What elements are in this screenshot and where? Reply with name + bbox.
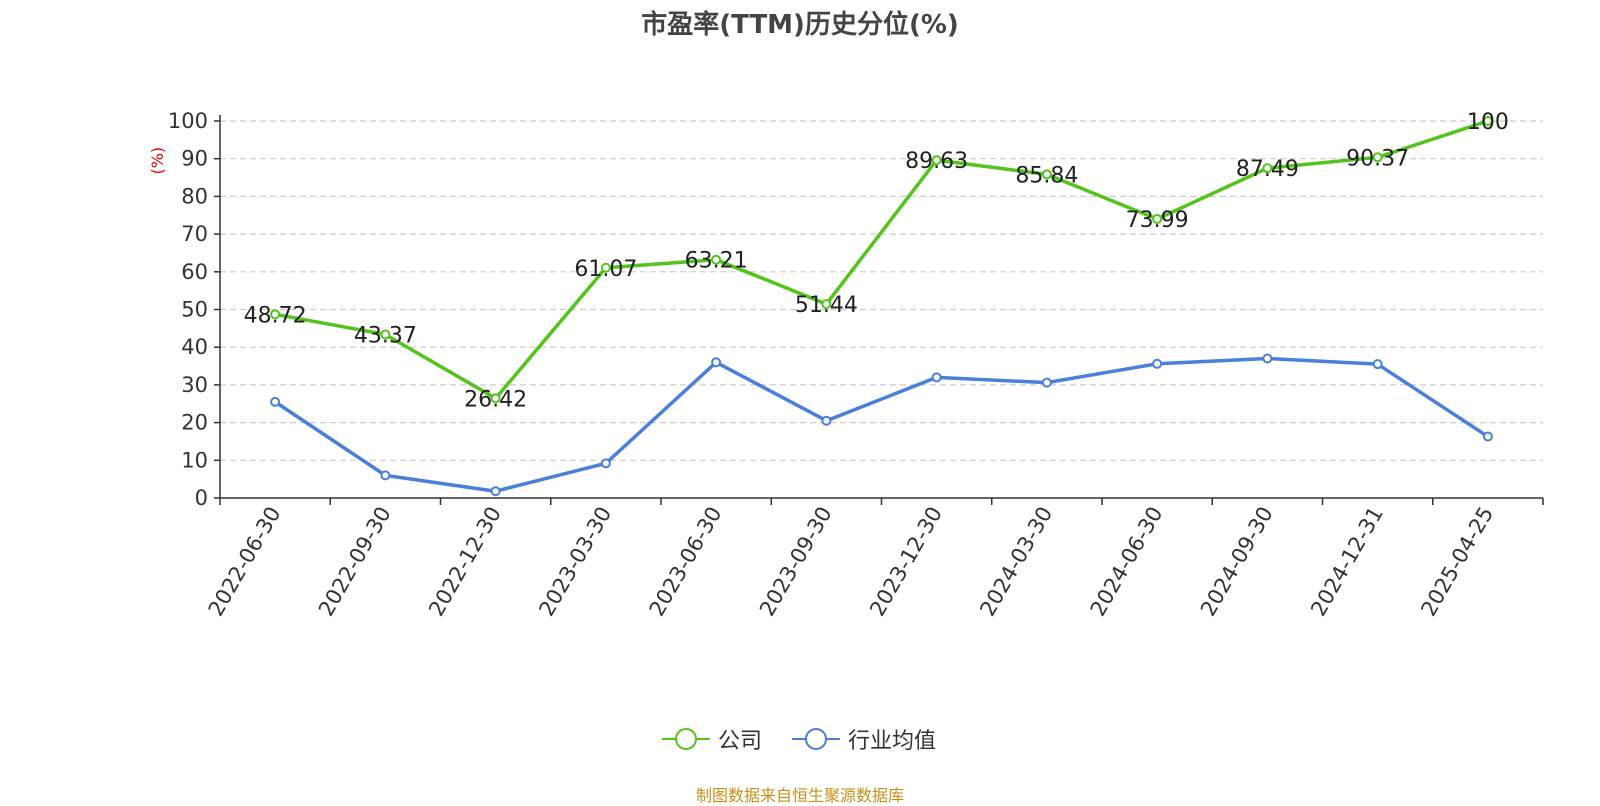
series-company-point	[1262, 163, 1273, 174]
x-tick-label: 2025-04-25	[1416, 503, 1498, 621]
series-layer	[270, 116, 1493, 497]
series-company-point	[600, 262, 611, 273]
x-tick-label: 2023-06-30	[645, 503, 727, 621]
y-tick-label: 20	[181, 411, 208, 435]
x-tick-label: 2023-12-30	[865, 503, 947, 621]
y-tick-label: 40	[181, 335, 208, 359]
series-industry-average-point	[931, 372, 942, 383]
series-industry-average-point	[1262, 353, 1273, 364]
x-tick-label: 2022-12-30	[424, 503, 506, 621]
series-company-point	[931, 155, 942, 166]
y-tick-label: 80	[181, 184, 208, 208]
series-industry-average-point	[711, 357, 722, 368]
y-tick-label: 10	[181, 448, 208, 472]
legend-item-company[interactable]: 公司	[662, 722, 762, 756]
series-industry-average-point	[1041, 377, 1052, 388]
series-company-line	[274, 119, 1489, 401]
series-industry-average-point	[270, 396, 281, 407]
series-company-point	[1152, 214, 1163, 225]
data-label: 48.72	[244, 303, 307, 328]
data-label: 26.42	[464, 387, 527, 412]
data-label: 87.49	[1236, 157, 1299, 182]
series-industry-average-point	[490, 486, 501, 497]
chart-title: 市盈率(TTM)历史分位(%)	[641, 10, 959, 40]
data-labels: 48.72 43.37 26.42 61.07 63.21 51.44 89.63 85.84…	[244, 110, 1509, 412]
legend-item-industry-average[interactable]: 行业均值	[792, 722, 936, 756]
y-tick-label: 50	[181, 298, 208, 322]
x-tick-label: 2024-03-30	[975, 503, 1057, 621]
series-company-point	[1482, 116, 1493, 126]
series-company-point	[1041, 169, 1052, 180]
grid-lines	[220, 120, 1543, 461]
y-tick-label: 60	[181, 260, 208, 284]
legend-label-company: 公司	[718, 729, 763, 754]
data-label: 43.37	[354, 323, 417, 348]
x-tick-label: 2022-09-30	[314, 503, 396, 621]
series-company-point	[1372, 152, 1383, 163]
y-tick-label: 100	[168, 109, 208, 133]
x-tick-label: 2024-12-31	[1306, 503, 1388, 621]
series-industry-average-point	[600, 458, 611, 469]
x-tick-label: 2024-09-30	[1196, 503, 1278, 621]
legend: 公司 行业均值	[0, 722, 1600, 756]
series-industry-average-line	[274, 356, 1489, 493]
series-industry-average-point	[821, 415, 832, 426]
legend-marker-industry-average	[792, 728, 840, 750]
series-company-point	[380, 329, 391, 340]
data-source-note: 制图数据来自恒生聚源数据库	[695, 786, 904, 805]
data-label: 89.63	[905, 149, 968, 174]
data-label: 100	[1467, 110, 1509, 135]
series-company-point	[490, 393, 501, 404]
y-tick-label: 90	[181, 147, 208, 171]
series-industry-average-point	[1482, 431, 1493, 442]
x-tick-label: 2023-09-30	[755, 503, 837, 621]
y-tick-label: 70	[181, 222, 208, 246]
data-label: 63.21	[685, 249, 748, 274]
y-tick-label: 30	[181, 373, 208, 397]
x-tick-label: 2022-06-30	[204, 503, 286, 621]
data-label: 51.44	[795, 293, 858, 318]
data-label: 61.07	[574, 257, 637, 282]
legend-marker-company	[662, 728, 710, 750]
series-company-point	[270, 309, 281, 320]
x-tick-label: 2023-03-30	[534, 503, 616, 621]
y-tick-label: 0	[195, 486, 208, 510]
series-industry-average-point	[1152, 358, 1163, 369]
x-tick-label: 2024-06-30	[1086, 503, 1168, 621]
data-label: 85.84	[1015, 163, 1078, 188]
series-industry-average-point	[1372, 359, 1383, 370]
series-industry-average-point	[380, 470, 391, 481]
data-label: 90.37	[1346, 146, 1409, 171]
y-axis-label: (%)	[148, 147, 167, 175]
legend-label-industry-average: 行业均值	[848, 729, 937, 754]
series-company-point	[821, 299, 832, 310]
series-company-point	[711, 254, 722, 265]
data-label: 73.99	[1126, 208, 1189, 233]
